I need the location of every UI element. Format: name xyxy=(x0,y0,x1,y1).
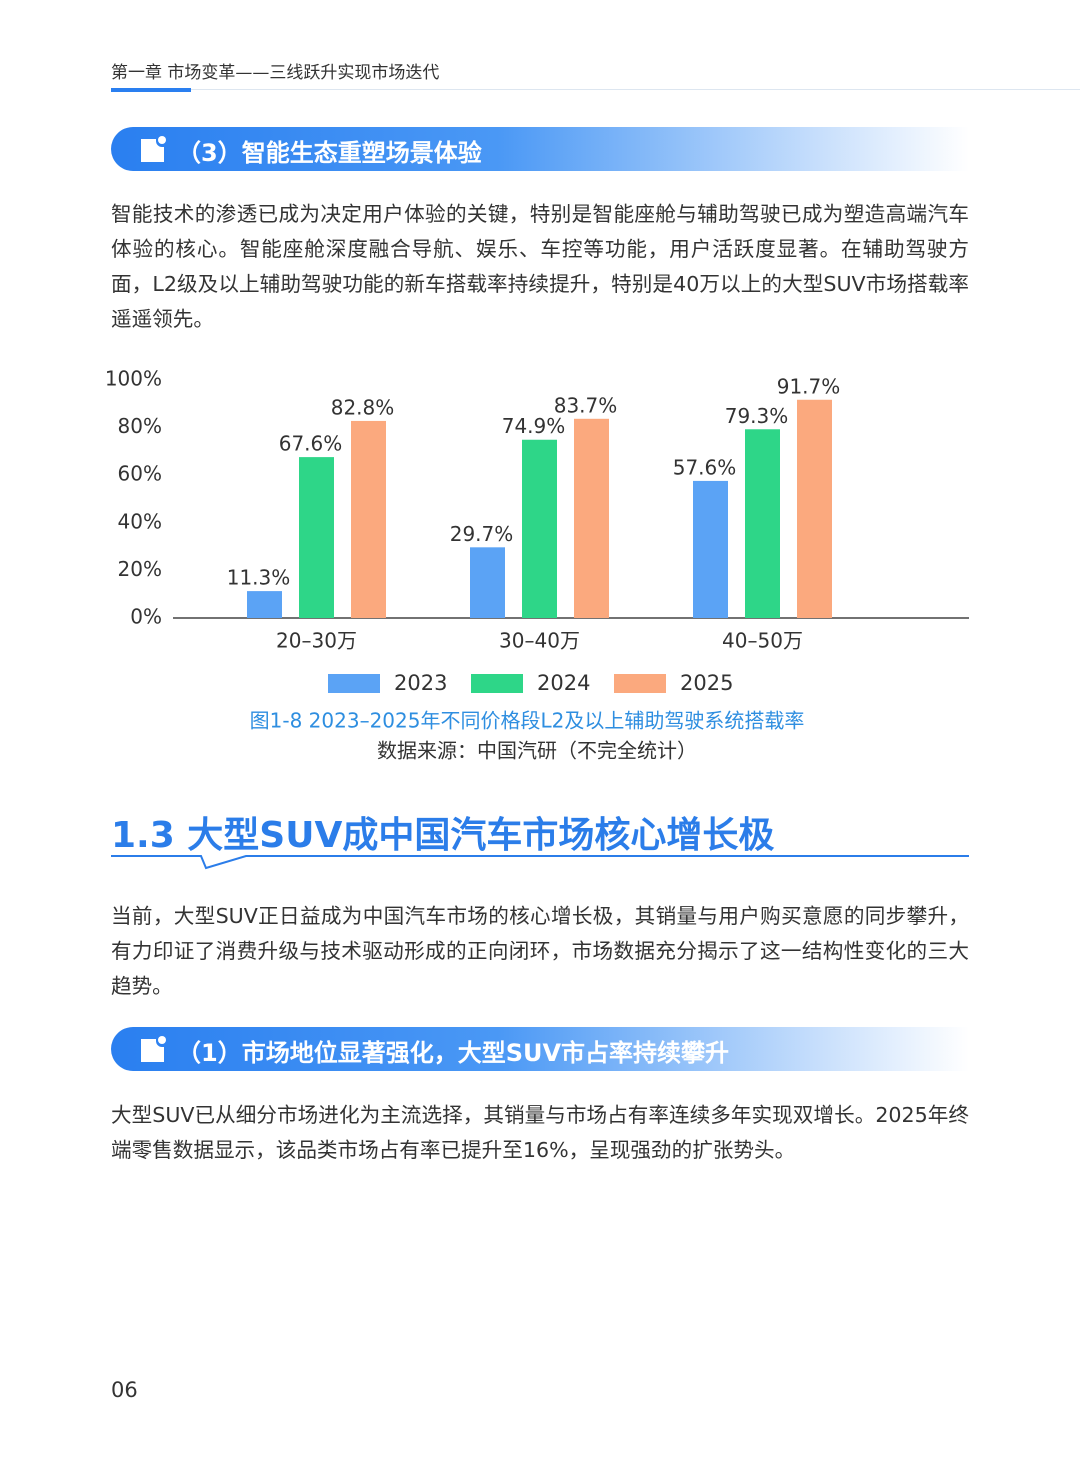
legend-swatch xyxy=(328,674,380,693)
section-banner: （1）市场地位显著强化，大型SUV市占率持续攀升 xyxy=(111,1027,969,1071)
legend-label: 2025 xyxy=(680,671,733,695)
title-rule xyxy=(111,855,969,870)
value-label: 91.7% xyxy=(777,374,841,398)
y-tick-label: 80% xyxy=(118,414,162,438)
paragraph: 大型SUV已从细分市场进化为主流选择，其销量与市场占有率连续多年实现双增长。20… xyxy=(111,1103,969,1162)
bar xyxy=(797,399,832,618)
legend-swatch xyxy=(614,674,666,693)
section-heading: （1）市场地位显著强化，大型SUV市占率持续攀升 xyxy=(177,1039,730,1067)
section-heading: （3）智能生态重塑场景体验 xyxy=(177,139,482,167)
y-tick-label: 100% xyxy=(105,367,162,391)
bar xyxy=(299,457,334,618)
y-tick-label: 40% xyxy=(118,509,162,533)
chart-caption: 图1-8 2023–2025年不同价格段L2及以上辅助驾驶系统搭载率 xyxy=(250,709,805,733)
bar xyxy=(351,420,386,618)
value-label: 67.6% xyxy=(279,432,343,456)
bar xyxy=(522,439,557,618)
y-tick-label: 60% xyxy=(118,462,162,486)
section-banner: （3）智能生态重塑场景体验 xyxy=(111,127,969,171)
value-label: 29.7% xyxy=(450,522,514,546)
value-label: 11.3% xyxy=(227,566,291,590)
bar xyxy=(247,591,282,618)
x-tick-label: 30–40万 xyxy=(499,629,580,653)
paragraph: 当前，大型SUV正日益成为中国汽车市场的核心增长极，其销量与用户购买意愿的同步攀… xyxy=(111,904,969,998)
value-label: 74.9% xyxy=(502,414,566,438)
y-tick-label: 0% xyxy=(130,605,162,629)
bar xyxy=(574,418,609,618)
bar xyxy=(470,547,505,618)
bar xyxy=(745,429,780,618)
value-label: 57.6% xyxy=(673,455,737,479)
header-accent xyxy=(111,88,191,92)
value-label: 83.7% xyxy=(554,393,618,417)
banner-icon xyxy=(141,136,166,162)
y-tick-label: 20% xyxy=(118,557,162,581)
banner-icon xyxy=(141,1036,166,1062)
x-tick-label: 40–50万 xyxy=(722,629,803,653)
section-title: 1.3 大型SUV成中国汽车市场核心增长极 xyxy=(111,815,775,856)
legend-label: 2024 xyxy=(537,671,590,695)
bar xyxy=(693,480,728,618)
chart-source: 数据来源：中国汽研（不完全统计） xyxy=(377,739,697,763)
chapter-header: 第一章 市场变革——三线跃升实现市场迭代 xyxy=(111,63,440,83)
paragraph: 智能技术的渗透已成为决定用户体验的关键，特别是智能座舱与辅助驾驶已成为塑造高端汽… xyxy=(111,202,969,331)
chart: 0% 20% 40% 60% 80% 100% 20–30万 11.3% 67.6% 82.8% 3… xyxy=(105,367,969,763)
page-number: 06 xyxy=(111,1378,138,1402)
value-label: 79.3% xyxy=(725,404,789,428)
legend-label: 2023 xyxy=(394,671,447,695)
x-tick-label: 20–30万 xyxy=(276,629,357,653)
legend-swatch xyxy=(471,674,523,693)
value-label: 82.8% xyxy=(331,395,395,419)
header-rule xyxy=(191,89,1080,90)
